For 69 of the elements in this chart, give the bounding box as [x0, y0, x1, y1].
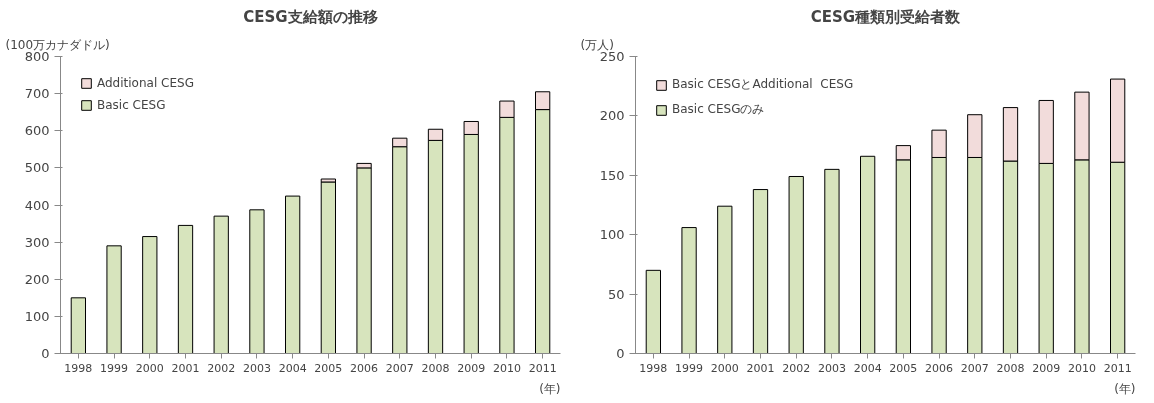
- y-tick-label: 0: [616, 346, 625, 361]
- x-tick-label: 2007: [385, 361, 414, 375]
- bar: [356, 167, 372, 354]
- bar: [824, 168, 840, 354]
- y-tick-label: 0: [41, 346, 50, 361]
- x-tick-label: 2010: [492, 361, 521, 375]
- y-tick-label: 150: [599, 167, 625, 183]
- bar: [717, 205, 733, 354]
- x-tick-label: 2005: [314, 361, 343, 375]
- x-tick-label: 2003: [242, 361, 271, 375]
- bar: [788, 175, 804, 354]
- x-tick-label: 1998: [64, 361, 93, 375]
- y-tick-label: 600: [24, 123, 50, 139]
- legend-label: Basic CESGとAdditional CESG: [672, 76, 854, 93]
- legend-label: Basic CESG: [97, 98, 166, 112]
- bar: [213, 215, 229, 354]
- bar: [320, 181, 336, 354]
- y-tick-label: 800: [24, 49, 50, 64]
- x-tick-label: 2010: [1067, 361, 1096, 375]
- y-tick-label: 100: [599, 227, 625, 243]
- x-tick-label: 2000: [710, 361, 739, 375]
- y-axis-title: (100万カナダドル): [5, 37, 110, 52]
- x-tick-label: 2001: [746, 361, 775, 375]
- y-tick-label: 400: [24, 197, 50, 213]
- x-tick-label: 2009: [1032, 361, 1061, 375]
- x-axis-title: (年): [539, 381, 561, 396]
- bar: [70, 297, 86, 354]
- x-tick-label: 2007: [960, 361, 989, 375]
- x-tick-label: 2004: [278, 361, 307, 375]
- x-tick-label: 2008: [996, 361, 1025, 375]
- bar: [860, 155, 876, 354]
- x-tick-label: 2000: [135, 361, 164, 375]
- bar: [249, 209, 265, 354]
- bar: [177, 224, 194, 354]
- bar: [106, 245, 122, 354]
- x-tick-label: 2002: [207, 361, 236, 375]
- x-tick-label: 2006: [925, 361, 954, 375]
- y-tick-label: 50: [607, 286, 625, 302]
- chart-title: CESG支給額の推移: [243, 7, 378, 26]
- x-axis-title: (年): [1114, 381, 1136, 396]
- y-tick-label: 250: [599, 49, 625, 64]
- x-tick-label: 2004: [853, 361, 882, 375]
- bar: [645, 269, 661, 354]
- y-tick-label: 500: [24, 160, 50, 176]
- x-tick-label: 2005: [889, 361, 918, 375]
- y-axis-title: (万人): [580, 37, 614, 52]
- y-tick-label: 300: [24, 234, 50, 250]
- bar: [285, 195, 301, 354]
- x-tick-label: 1999: [100, 361, 129, 375]
- legend-label: Additional CESG: [97, 76, 194, 90]
- x-tick-label: 2002: [782, 361, 811, 375]
- x-tick-label: 2009: [457, 361, 486, 375]
- x-tick-label: 2011: [528, 361, 557, 375]
- y-tick-label: 100: [24, 308, 50, 324]
- x-tick-label: 1998: [639, 361, 668, 375]
- y-tick-label: 700: [24, 86, 50, 102]
- x-tick-label: 2003: [817, 361, 846, 375]
- x-tick-label: 2011: [1103, 361, 1132, 375]
- y-tick-label: 200: [599, 108, 625, 124]
- legend-label: Basic CESGのみ: [672, 101, 765, 118]
- y-tick-label: 200: [24, 271, 50, 287]
- bar: [681, 227, 697, 354]
- x-tick-label: 2001: [171, 361, 200, 375]
- chart-title: CESG種類別受給者数: [810, 7, 962, 26]
- x-tick-label: 1999: [675, 361, 704, 375]
- x-tick-label: 2008: [421, 361, 450, 375]
- bar: [752, 189, 769, 354]
- x-tick-label: 2006: [350, 361, 379, 375]
- bar: [142, 236, 158, 354]
